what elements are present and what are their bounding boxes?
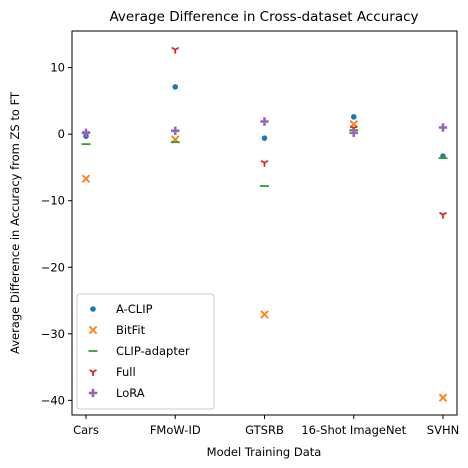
y-tick-label: −20 <box>41 260 65 274</box>
data-point <box>438 393 448 402</box>
legend: A-CLIP BitFit CLIP-adapter Full LoRA <box>76 293 215 410</box>
data-point <box>439 211 447 219</box>
legend-label: BitFit <box>116 323 146 337</box>
chart-title: Average Difference in Cross-dataset Accu… <box>109 9 418 25</box>
legend-label: CLIP-adapter <box>116 344 190 358</box>
data-point <box>349 128 358 138</box>
data-point <box>171 126 180 136</box>
x-tick-label: GTSRB <box>245 423 284 437</box>
x-tick-label: 16-Shot ImageNet <box>301 423 406 437</box>
data-point <box>261 135 268 141</box>
legend-box <box>76 293 215 410</box>
y-tick-label: 10 <box>50 61 65 75</box>
x-tick-label: FMoW-ID <box>150 423 201 437</box>
data-point <box>172 84 179 90</box>
legend-marker <box>90 306 96 312</box>
x-tick-label: Cars <box>73 423 99 437</box>
legend-label: LoRA <box>116 386 145 400</box>
data-point <box>260 310 269 319</box>
y-tick-label: −30 <box>41 327 65 341</box>
x-axis: Cars FMoW-ID GTSRB 16-Shot ImageNet SVHN <box>73 415 459 437</box>
x-axis-label: Model Training Data <box>207 445 322 459</box>
y-tick-label: −10 <box>41 194 65 208</box>
data-points <box>81 46 448 402</box>
legend-marker <box>88 388 98 398</box>
legend-label: A-CLIP <box>116 302 153 316</box>
y-axis-label: Average Difference in Accuracy from ZS t… <box>8 91 22 354</box>
y-axis: −40 −30 −20 −10 0 10 <box>41 61 72 407</box>
data-point <box>81 174 91 183</box>
data-point <box>260 117 269 126</box>
legend-marker <box>89 369 97 376</box>
y-tick-label: 0 <box>58 127 65 141</box>
data-point <box>171 46 180 54</box>
x-tick-label: SVHN <box>427 423 459 437</box>
data-point <box>81 128 91 138</box>
legend-marker <box>88 325 98 335</box>
data-point <box>438 123 448 132</box>
y-tick-label: −40 <box>41 393 65 407</box>
data-point <box>350 114 357 120</box>
data-point <box>260 159 269 167</box>
legend-label: Full <box>116 365 136 379</box>
